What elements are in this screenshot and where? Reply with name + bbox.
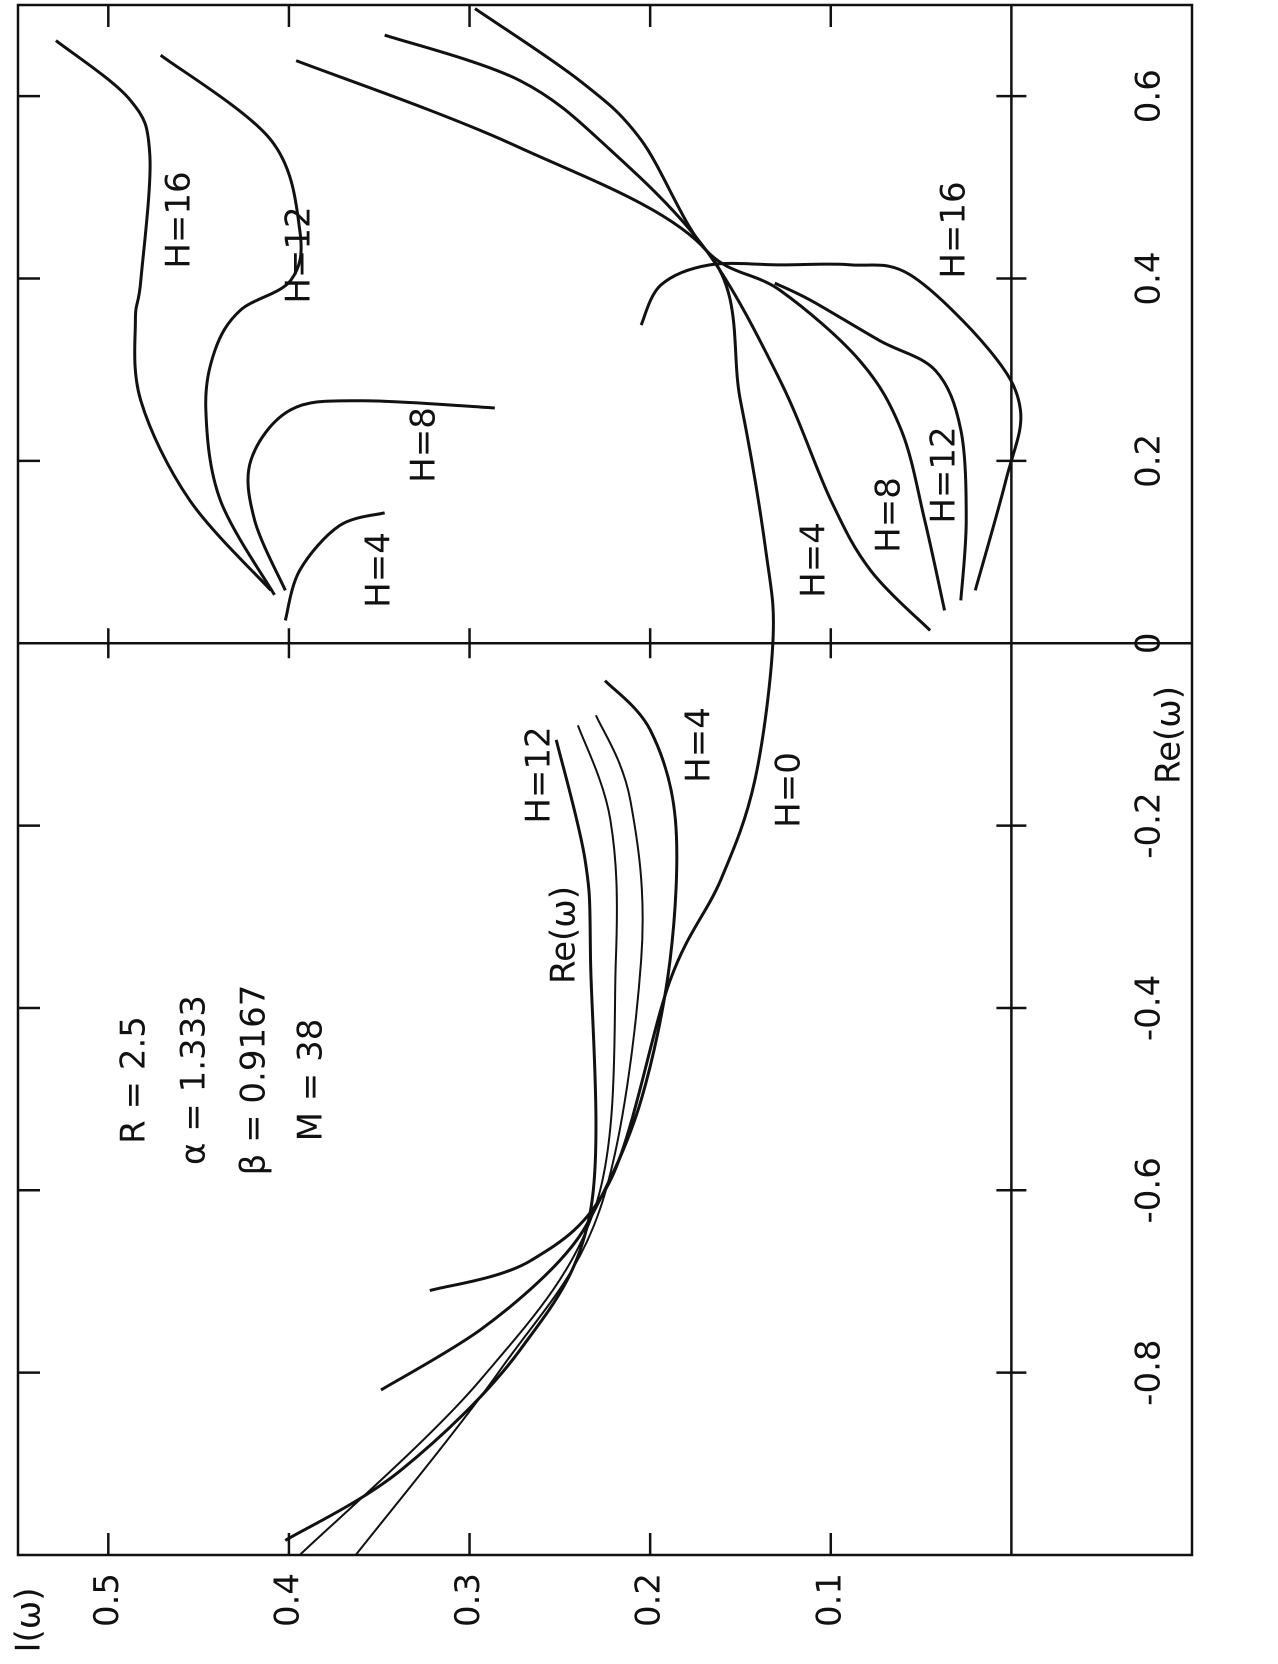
annotation: M = 38 [291, 1019, 331, 1142]
curve [284, 739, 598, 1542]
x-tick-label: -0.2 [1129, 792, 1169, 858]
annotation: Re(ω) [544, 886, 584, 984]
curve [354, 714, 644, 1556]
curve-label: H=8 [869, 477, 909, 553]
x-tick-label: -0.6 [1129, 1157, 1169, 1223]
curve [246, 399, 495, 591]
x-tick-label: -0.4 [1129, 975, 1169, 1041]
x-tick-label: 0.2 [1129, 434, 1169, 488]
curve-label: H=0 [769, 752, 809, 828]
x-tick-label: 0.4 [1129, 251, 1169, 305]
curve-label: H=12 [924, 426, 964, 523]
curve [639, 261, 1023, 591]
curve-label: H=8 [404, 407, 444, 483]
y-tick-label: 0.5 [87, 1573, 127, 1627]
curve-label: H=12 [519, 726, 559, 823]
curve [283, 511, 386, 621]
y-tick-label: 0.4 [267, 1573, 307, 1627]
curve-label: H=12 [279, 206, 319, 303]
y-tick-label: 0.1 [809, 1573, 849, 1627]
x-axis-label: Re(ω) [1149, 686, 1189, 784]
curve [159, 53, 303, 596]
plot-frame [16, 3, 1194, 1557]
curve [384, 33, 932, 632]
curve [54, 39, 272, 592]
curve [774, 281, 968, 601]
curve [299, 724, 618, 1556]
annotation: R = 2.5 [114, 1016, 154, 1144]
curve [474, 7, 947, 611]
curve-label: H=16 [159, 171, 199, 268]
curve-label: H=16 [934, 181, 974, 278]
y-tick-label: 0.2 [629, 1573, 669, 1627]
curve-label: H=4 [794, 522, 834, 598]
annotation: α = 1.333 [174, 995, 214, 1165]
curve [380, 679, 679, 1392]
y-tick-label: 0.3 [448, 1573, 488, 1627]
x-tick-label: 0 [1129, 632, 1169, 654]
curve-label: H=4 [359, 532, 399, 608]
y-axis-label: I(ω) [9, 1587, 49, 1652]
curve-label: H=4 [679, 707, 719, 783]
x-tick-label: 0.6 [1129, 69, 1169, 123]
annotation: β = 0.9167 [234, 985, 274, 1176]
x-tick-label: -0.8 [1129, 1339, 1169, 1405]
